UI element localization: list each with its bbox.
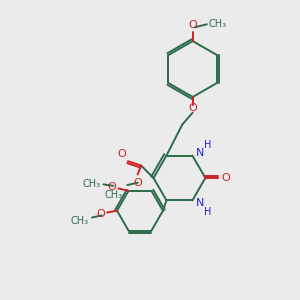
Text: CH₃: CH₃ <box>209 19 227 29</box>
Text: O: O <box>117 149 126 159</box>
Text: H: H <box>204 140 211 150</box>
Text: CH₃: CH₃ <box>105 190 123 200</box>
Text: CH₃: CH₃ <box>82 179 100 189</box>
Text: CH₃: CH₃ <box>71 216 89 226</box>
Text: O: O <box>133 178 142 188</box>
Text: N: N <box>196 148 205 158</box>
Text: O: O <box>96 209 105 219</box>
Text: O: O <box>188 20 197 30</box>
Text: H: H <box>204 207 211 217</box>
Text: O: O <box>222 173 230 183</box>
Text: N: N <box>196 198 205 208</box>
Text: O: O <box>107 182 116 192</box>
Text: O: O <box>188 103 197 113</box>
